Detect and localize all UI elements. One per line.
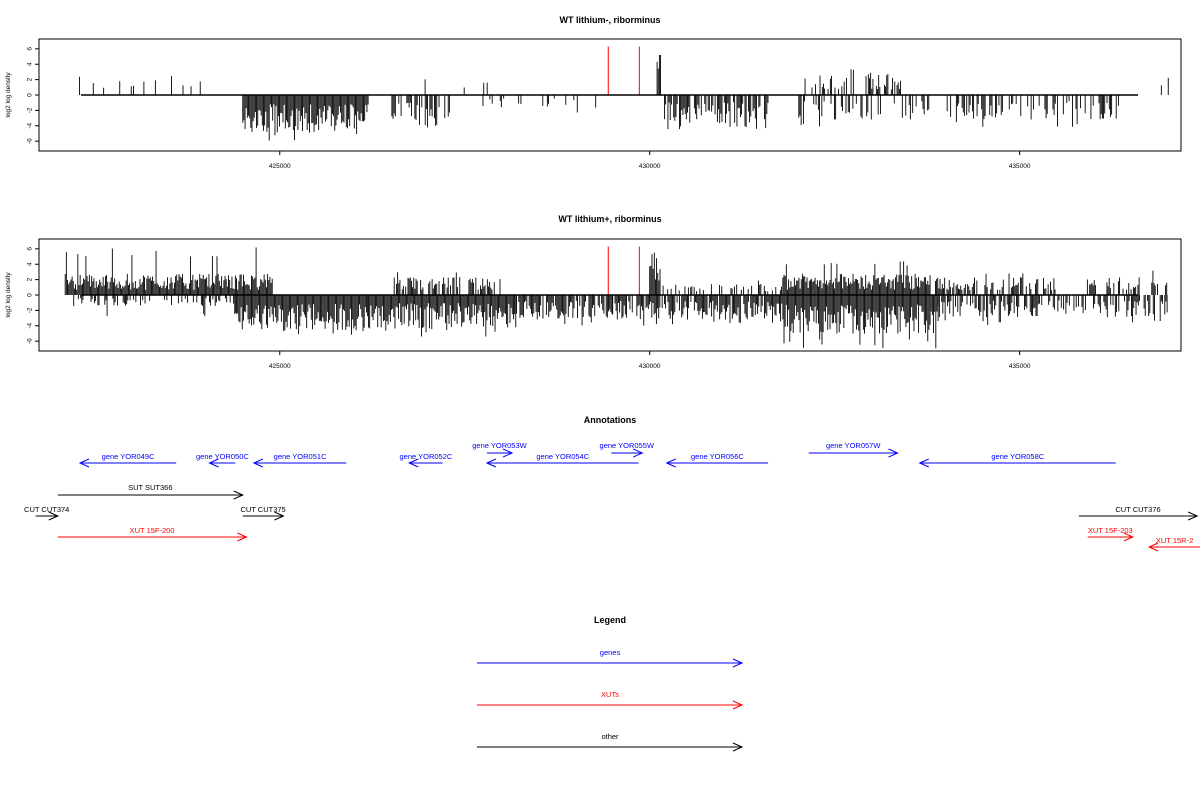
feature-label: XUT 15F-203 (1088, 526, 1133, 535)
annotations-section: Annotations gene YOR049C gene YOR050C gene… (24, 415, 1200, 552)
gene-feature-arrow (208, 458, 236, 468)
red-markers (607, 246, 640, 295)
feature-label: gene YOR054C (536, 452, 589, 461)
xut-feature-arrow (1087, 532, 1135, 542)
track-panel-lithium-minus: WT lithium-, riborminus log2 log density… (5, 15, 1182, 170)
x-axis: 425000 430000 435000 (269, 351, 1031, 370)
feature-label: gene YOR053W (472, 441, 527, 450)
y-tick-label: -6 (27, 338, 34, 344)
y-tick-label: 6 (27, 247, 34, 251)
feature-label: gene YOR049C (102, 452, 155, 461)
y-tick-label: -4 (27, 122, 34, 128)
legend-arrow-gene (477, 658, 744, 668)
legend-label: genes (600, 648, 621, 657)
feature-label: CUT CUT376 (1115, 505, 1160, 514)
panel-title: WT lithium+, riborminus (558, 214, 661, 224)
y-axis: -6 -4 -2 0 2 4 6 (27, 247, 40, 344)
feature-label: SUT SUT366 (128, 483, 172, 492)
x-tick-label: 430000 (639, 363, 661, 370)
feature-label: gene YOR058C (991, 452, 1044, 461)
x-tick-label: 430000 (639, 163, 661, 170)
x-axis: 425000 430000 435000 (269, 151, 1031, 170)
signal-bars (79, 55, 1169, 141)
track-panel-lithium-plus: WT lithium+, riborminus log2 log density… (5, 214, 1182, 370)
feature-label: XUT 15R-2 (1156, 536, 1193, 545)
y-tick-label: -2 (27, 307, 34, 313)
y-tick-label: 0 (27, 93, 34, 97)
gene-feature-arrow (486, 448, 514, 458)
feature-label: gene YOR056C (691, 452, 744, 461)
x-tick-label: 425000 (269, 163, 291, 170)
other-feature-arrow (1078, 511, 1199, 521)
legend-arrow-xut (477, 700, 744, 710)
x-tick-label: 435000 (1009, 363, 1031, 370)
y-tick-label: 4 (27, 262, 34, 266)
legend-title: Legend (594, 615, 626, 625)
y-axis-label: log2 log density (5, 272, 12, 318)
gene-feature-arrow (808, 448, 899, 458)
x-tick-label: 425000 (269, 363, 291, 370)
y-tick-label: 2 (27, 77, 34, 81)
y-axis-label: log2 log density (5, 72, 12, 118)
annotation-features: gene YOR049C gene YOR050C gene YOR051C gene… (24, 441, 1200, 552)
feature-label: gene YOR057W (826, 441, 881, 450)
feature-label: CUT CUT374 (24, 505, 69, 514)
y-tick-label: 4 (27, 62, 34, 66)
feature-label: XUT 15F-200 (130, 526, 175, 535)
other-feature-arrow (35, 511, 60, 521)
gene-feature-arrow (408, 458, 443, 468)
red-markers (607, 46, 640, 95)
y-axis: -6 -4 -2 0 2 4 6 (27, 47, 40, 144)
xut-feature-arrow (1147, 542, 1200, 552)
panel-title: WT lithium-, riborminus (560, 15, 661, 25)
gene-feature-arrow (611, 448, 644, 458)
other-feature-arrow (57, 490, 244, 500)
feature-label: gene YOR052C (399, 452, 452, 461)
feature-label: gene YOR051C (274, 452, 327, 461)
gene-feature-arrow (918, 458, 1116, 468)
feature-label: CUT CUT375 (240, 505, 285, 514)
gene-feature-arrow (78, 458, 177, 468)
gene-feature-arrow (252, 458, 347, 468)
y-tick-label: -4 (27, 322, 34, 328)
legend-arrow-other (477, 742, 744, 752)
feature-label: gene YOR050C (196, 452, 249, 461)
feature-label: gene YOR055W (600, 441, 655, 450)
legend-section: Legend genes XUTs other (477, 615, 744, 752)
y-tick-label: 0 (27, 293, 34, 297)
x-tick-label: 435000 (1009, 163, 1031, 170)
y-tick-label: 2 (27, 277, 34, 281)
gene-feature-arrow (665, 458, 769, 468)
other-feature-arrow (242, 511, 285, 521)
legend-label: XUTs (601, 690, 619, 699)
y-tick-label: -6 (27, 138, 34, 144)
legend-label: other (601, 732, 619, 741)
xut-feature-arrow (57, 532, 248, 542)
signal-bars (64, 247, 1168, 349)
y-tick-label: 6 (27, 47, 34, 51)
y-tick-label: -2 (27, 107, 34, 113)
gene-feature-arrow (485, 458, 639, 468)
annotations-title: Annotations (584, 415, 637, 425)
legend-items: genes XUTs other (477, 648, 744, 752)
